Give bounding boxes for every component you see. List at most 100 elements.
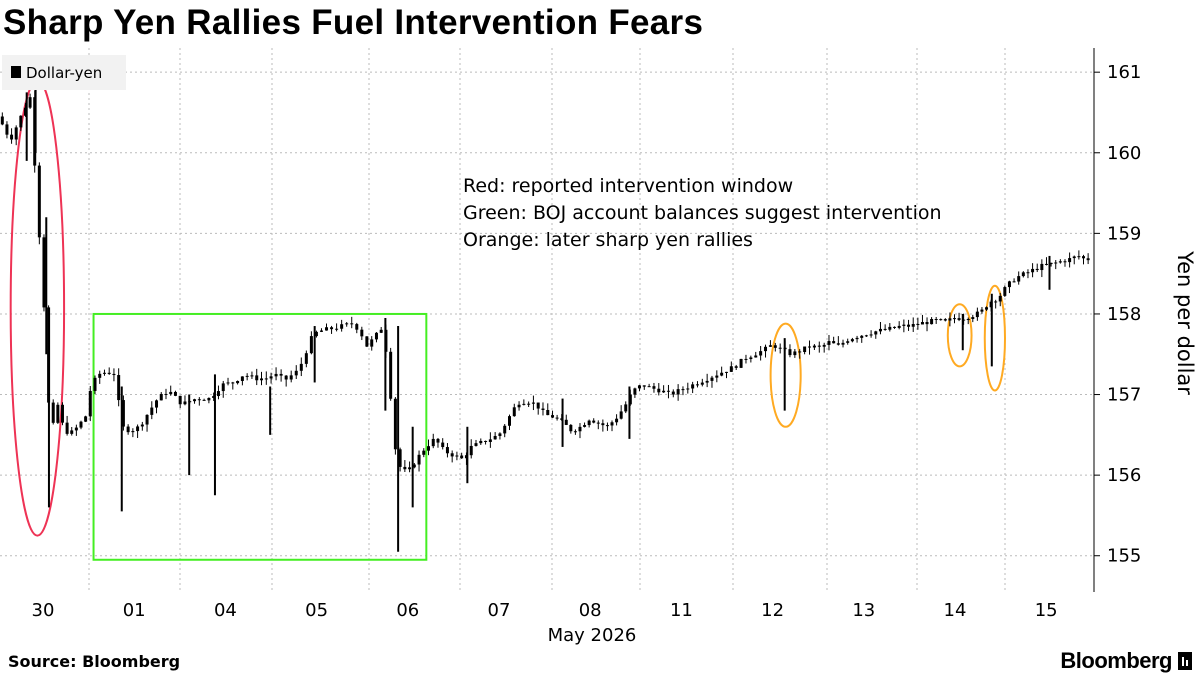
candle-body — [441, 442, 445, 448]
candle-body — [517, 404, 521, 408]
candle-body — [934, 318, 938, 320]
candle-body — [759, 351, 763, 356]
candle-body — [624, 404, 628, 412]
candle-body — [596, 422, 600, 424]
candle-body — [522, 403, 526, 405]
legend-label: Dollar-yen — [26, 64, 102, 82]
candle-body — [79, 421, 83, 428]
candle-body — [822, 344, 826, 347]
candle-body — [479, 440, 483, 444]
candle-body — [422, 450, 426, 455]
candle-body — [749, 357, 753, 360]
candle-body — [340, 324, 344, 329]
candle-body — [1077, 256, 1081, 258]
candle-body — [827, 341, 831, 345]
candle-body — [403, 466, 407, 470]
candle-body — [412, 464, 416, 468]
candle-body — [330, 327, 334, 330]
candle-body — [1058, 261, 1062, 263]
candle-body — [971, 317, 975, 319]
candle-body — [846, 341, 850, 343]
candle-body — [23, 107, 27, 116]
legend: Dollar-yen — [2, 55, 126, 90]
candle-body — [51, 402, 55, 423]
candle-body — [850, 339, 854, 342]
candle-body — [1035, 268, 1039, 271]
candle-body — [284, 375, 288, 380]
candle-body — [417, 454, 421, 465]
candle-body — [686, 388, 690, 390]
y-axis-title: Yen per dollar — [1173, 250, 1197, 395]
candle-body — [527, 403, 531, 405]
candle-body — [389, 351, 393, 399]
candle-body — [832, 341, 836, 344]
highlight-ellipse — [946, 303, 973, 368]
candle-body — [365, 336, 369, 347]
candle-body — [893, 326, 896, 328]
candle-body — [888, 326, 892, 330]
highlight-shapes — [9, 79, 1007, 561]
y-tick-label: 158 — [1107, 304, 1141, 325]
candle-body — [279, 373, 283, 376]
candle-body — [136, 426, 140, 432]
candle-body — [1049, 262, 1053, 265]
candle-body — [836, 343, 840, 345]
candle-body — [975, 311, 979, 318]
highlight-ellipse — [9, 79, 66, 537]
x-tick-label: 01 — [123, 600, 146, 621]
candle-body — [70, 430, 74, 434]
candle-body — [1012, 281, 1016, 283]
candle-body — [107, 372, 111, 374]
candle-body — [920, 322, 924, 325]
chart-canvas: 155 156 157 158 159 160 161 30 01 04 05 06 07 08 11 12… — [0, 48, 1197, 646]
x-tick-label: 14 — [944, 600, 967, 621]
candle-body — [720, 372, 724, 376]
highlight-rectangle — [92, 312, 428, 561]
candle-body — [197, 399, 201, 401]
chart-title: Sharp Yen Rallies Fuel Intervention Fear… — [3, 3, 704, 42]
candle-body — [662, 390, 666, 393]
candle-body — [1021, 272, 1025, 277]
candle-body — [240, 376, 244, 381]
x-axis: 30 01 04 05 06 07 08 11 12 13 14 15 — [32, 600, 1058, 621]
brand-name: Bloomberg — [1060, 648, 1172, 673]
candle-body — [592, 420, 596, 423]
x-tick-label: 07 — [488, 600, 511, 621]
candle-body — [695, 384, 699, 386]
note-red: Red: reported intervention window — [463, 175, 793, 197]
candle-body — [808, 346, 812, 348]
candle-body — [948, 318, 952, 321]
candle-body — [216, 391, 220, 397]
candle-body — [65, 422, 69, 434]
candle-body — [231, 382, 235, 384]
candle-body — [455, 455, 459, 457]
candle-body — [897, 325, 901, 328]
candle-body — [236, 380, 240, 384]
candle-body — [1054, 262, 1058, 264]
candle-body — [883, 328, 887, 330]
candle-body — [28, 97, 32, 108]
legend-box — [2, 55, 126, 90]
candle-body — [503, 425, 507, 434]
candle-body — [355, 324, 359, 330]
candle-body — [121, 400, 125, 427]
candle-body — [370, 339, 374, 347]
x-tick-label: 06 — [396, 600, 419, 621]
x-axis-month-label: May 2026 — [548, 625, 637, 646]
candle-body — [221, 383, 225, 392]
candle-body — [74, 427, 78, 431]
candle-body — [803, 346, 807, 352]
candle-body — [379, 329, 383, 333]
candle-body — [155, 400, 159, 408]
candle-body — [869, 334, 873, 336]
candle-body — [768, 345, 772, 347]
candle-body — [431, 438, 435, 447]
candle-body — [583, 425, 587, 427]
candle-body — [319, 330, 323, 332]
legend-swatch — [11, 66, 21, 78]
candle-body — [610, 422, 614, 426]
candle-body — [245, 375, 249, 377]
candle-body — [930, 318, 934, 325]
candle-body — [998, 295, 1002, 302]
candle-body — [1068, 258, 1072, 263]
